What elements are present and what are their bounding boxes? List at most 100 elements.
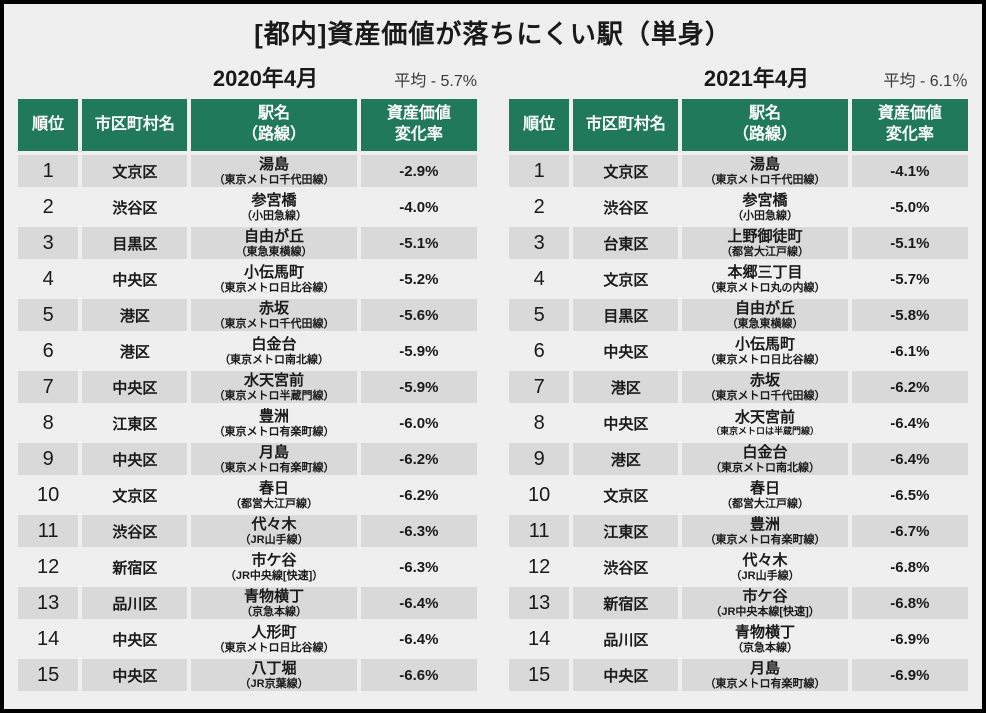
period-label-2021: 2021年4月	[703, 66, 810, 91]
station-line: （東京メトロ日比谷線）	[213, 641, 335, 654]
rank-cell: 13	[509, 587, 570, 619]
station-cell: 自由が丘 （東急東横線）	[191, 227, 357, 259]
city-cell: 台東区	[573, 227, 679, 259]
station-cell: 赤坂 （東京メトロ千代田線）	[682, 371, 848, 403]
station-cell: 春日 （都営大江戸線）	[191, 479, 357, 511]
station-cell: 水天宮前 （東京メトロは半蔵門線）	[682, 407, 848, 439]
change-cell: -6.6%	[360, 659, 477, 691]
rank-cell: 15	[509, 659, 570, 691]
city-cell: 港区	[573, 371, 679, 403]
station-name: 月島	[750, 660, 781, 678]
table-row: 12 新宿区 市ケ谷 （JR中央線[快速]） -6.3%	[18, 551, 477, 583]
station-cell: 人形町 （東京メトロ日比谷線）	[191, 623, 357, 655]
city-cell: 中央区	[82, 443, 188, 475]
station-cell: 赤坂 （東京メトロ千代田線）	[191, 299, 357, 331]
station-cell: 自由が丘 （東急東横線）	[682, 299, 848, 331]
table-row: 11 江東区 豊洲 （東京メトロ有楽町線） -6.7%	[509, 515, 968, 547]
station-line: （東急東横線）	[235, 245, 313, 258]
rank-cell: 2	[509, 191, 570, 223]
station-line: （都営大江戸線）	[721, 245, 810, 258]
city-cell: 文京区	[82, 479, 188, 511]
city-cell: 目黒区	[82, 227, 188, 259]
station-line: （東京メトロ千代田線）	[213, 317, 335, 330]
station-cell: 小伝馬町 （東京メトロ日比谷線）	[682, 335, 848, 367]
change-cell: -6.2%	[360, 479, 477, 511]
change-cell: -6.9%	[851, 659, 968, 691]
station-cell: 青物横丁 （京急本線）	[191, 587, 357, 619]
table-header-2021: 2021年4月 平均 - 6.1％	[505, 59, 972, 95]
station-line: （JR京葉線）	[239, 677, 309, 690]
station-name: 赤坂	[750, 372, 781, 390]
city-cell: 文京区	[82, 155, 188, 187]
station-cell: 参宮橋 （小田急線）	[682, 191, 848, 223]
change-cell: -6.2%	[851, 371, 968, 403]
rank-cell: 6	[509, 335, 570, 367]
station-name: 青物横丁	[244, 588, 305, 606]
rank-cell: 11	[509, 515, 570, 547]
station-name: 豊洲	[750, 516, 781, 534]
station-name: 赤坂	[259, 300, 290, 318]
change-cell: -6.4%	[360, 623, 477, 655]
change-cell: -6.3%	[360, 551, 477, 583]
city-cell: 目黒区	[573, 299, 679, 331]
city-cell: 渋谷区	[82, 191, 188, 223]
city-cell: 江東区	[573, 515, 679, 547]
city-cell: 中央区	[82, 659, 188, 691]
table-header-2020: 2020年4月 平均 - 5.7%	[14, 59, 481, 95]
table-row: 13 品川区 青物横丁 （京急本線） -6.4%	[18, 587, 477, 619]
city-cell: 江東区	[82, 407, 188, 439]
main-title: [都内]資産価値が落ちにくい駅（単身）	[254, 19, 732, 49]
station-name: 市ケ谷	[251, 552, 297, 570]
table-row: 11 渋谷区 代々木 （JR山手線） -6.3%	[18, 515, 477, 547]
station-name: 小伝馬町	[735, 336, 796, 354]
station-name: 自由が丘	[735, 300, 796, 318]
station-name: 青物横丁	[735, 624, 796, 642]
table-row: 6 中央区 小伝馬町 （東京メトロ日比谷線） -6.1%	[509, 335, 968, 367]
table-row: 9 中央区 月島 （東京メトロ有楽町線） -6.2%	[18, 443, 477, 475]
station-name: 人形町	[251, 624, 297, 642]
station-line: （東京メトロ有楽町線）	[213, 461, 335, 474]
change-cell: -6.4%	[360, 587, 477, 619]
city-cell: 中央区	[573, 407, 679, 439]
station-line: （東京メトロ半蔵門線）	[213, 389, 335, 402]
rank-cell: 7	[18, 371, 79, 403]
section-2021: 2021年4月 平均 - 6.1％ 順位 市区町村名 駅名 （路線） 資産価値 …	[505, 59, 972, 695]
station-cell: 参宮橋 （小田急線）	[191, 191, 357, 223]
station-cell: 豊洲 （東京メトロ有楽町線）	[682, 515, 848, 547]
station-line: （東京メトロ千代田線）	[213, 173, 335, 186]
station-line: （JR山手線）	[730, 569, 800, 582]
rank-cell: 14	[509, 623, 570, 655]
table-body-2021: 1 文京区 湯島 （東京メトロ千代田線） -4.1% 2 渋谷区 参宮橋 （小田急線） -5.0%…	[509, 155, 968, 691]
change-cell: -4.0%	[360, 191, 477, 223]
city-cell: 文京区	[573, 479, 679, 511]
table-row: 10 文京区 春日 （都営大江戸線） -6.5%	[509, 479, 968, 511]
station-line: （京急本線）	[241, 605, 308, 618]
station-cell: 月島 （東京メトロ有楽町線）	[191, 443, 357, 475]
station-line: （東京メトロ日比谷線）	[704, 353, 826, 366]
table-row: 3 目黒区 自由が丘 （東急東横線） -5.1%	[18, 227, 477, 259]
change-cell: -2.9%	[360, 155, 477, 187]
station-line: （都営大江戸線）	[721, 497, 810, 510]
change-cell: -6.7%	[851, 515, 968, 547]
city-cell: 港区	[573, 443, 679, 475]
rank-cell: 7	[509, 371, 570, 403]
station-name: 上野御徒町	[727, 228, 803, 246]
station-cell: 月島 （東京メトロ有楽町線）	[682, 659, 848, 691]
station-cell: 本郷三丁目 （東京メトロ丸の内線）	[682, 263, 848, 295]
table-row: 5 港区 赤坂 （東京メトロ千代田線） -5.6%	[18, 299, 477, 331]
rank-cell: 9	[18, 443, 79, 475]
station-cell: 市ケ谷 （JR中央線[快速]）	[191, 551, 357, 583]
station-name: 自由が丘	[244, 228, 305, 246]
station-line: （JR中央本線[快速]）	[710, 605, 820, 618]
change-cell: -4.1%	[851, 155, 968, 187]
rank-cell: 11	[18, 515, 79, 547]
change-cell: -5.6%	[360, 299, 477, 331]
change-cell: -5.2%	[360, 263, 477, 295]
station-name: 八丁堀	[251, 660, 297, 678]
rank-cell: 1	[18, 155, 79, 187]
station-line: （東京メトロ丸の内線）	[704, 281, 826, 294]
city-cell: 中央区	[573, 659, 679, 691]
station-cell: 水天宮前 （東京メトロ半蔵門線）	[191, 371, 357, 403]
rank-cell: 4	[18, 263, 79, 295]
table-row: 4 中央区 小伝馬町 （東京メトロ日比谷線） -5.2%	[18, 263, 477, 295]
